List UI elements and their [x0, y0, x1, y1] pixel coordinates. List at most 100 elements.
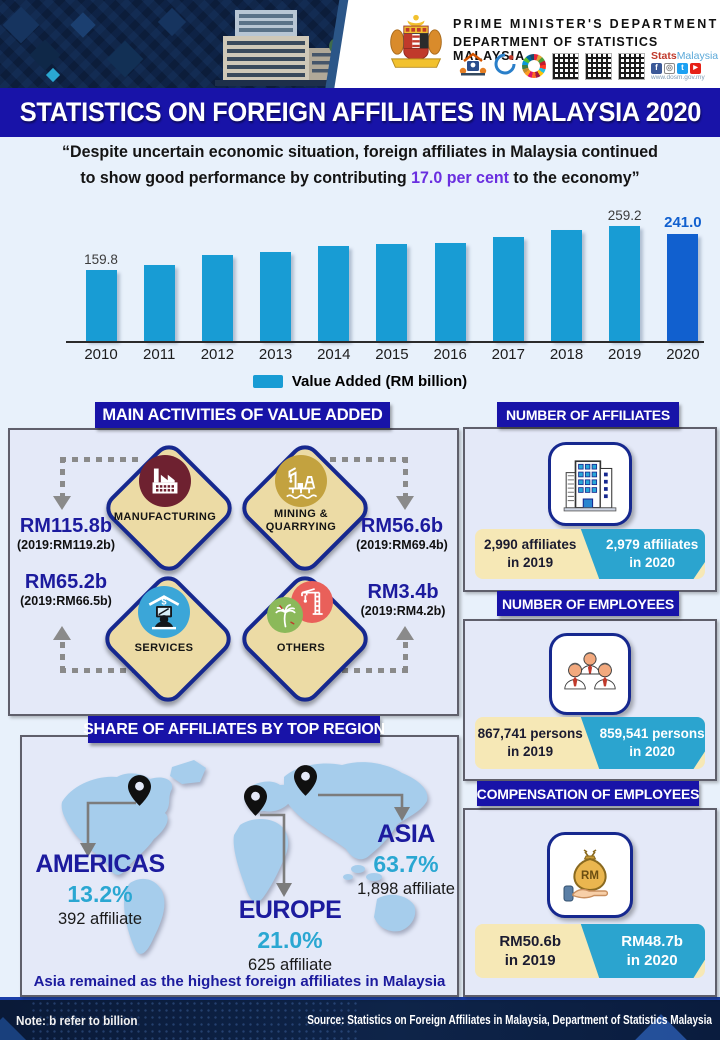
svg-text:RM: RM	[581, 870, 599, 882]
manufacturing-value: RM115.8b (2019:RM119.2b)	[10, 514, 122, 553]
affiliates-card: 2,990 affiliates in 2019 2,979 affiliates…	[463, 427, 717, 592]
money-bag-hand-icon: RM	[547, 832, 633, 918]
europe-pin-icon	[244, 785, 267, 816]
compensation-ribbon: RM50.6b in 2019 RM48.7b in 2020	[475, 924, 705, 978]
x-axis-line	[66, 341, 704, 343]
dept-line1: PRIME MINISTER'S DEPARTMENT	[453, 17, 719, 31]
x-tick-label: 2011	[143, 346, 176, 363]
regions-banner: SHARE OF AFFILIATES BY TOP REGION	[83, 716, 385, 743]
dotted-line	[403, 457, 408, 497]
oil-rig-icon	[275, 455, 327, 507]
affiliates-ribbon: 2,990 affiliates in 2019 2,979 affiliates…	[475, 529, 705, 579]
legend-swatch	[252, 375, 283, 388]
department-title: PRIME MINISTER'S DEPARTMENT DEPARTMENT O…	[453, 17, 720, 63]
office-building-icon	[548, 442, 632, 526]
bar-value-label: 259.2	[607, 208, 642, 223]
bar-group-2013: 2013	[259, 203, 293, 363]
bar	[667, 234, 699, 341]
malaysia-coat-of-arms-icon	[386, 10, 446, 74]
employees-group-icon	[549, 633, 631, 715]
europe-stats: EUROPE 21.0% 625 affiliate	[219, 895, 361, 976]
instagram-icon: ◎	[664, 62, 675, 74]
quote-line1: “Despite uncertain economic situation, f…	[62, 143, 658, 161]
bar-group-2012: 2012	[200, 203, 234, 363]
employees-2019-text: 867,741 persons in 2019	[477, 726, 583, 759]
x-tick-label: 2016	[433, 346, 467, 363]
region-arrows	[80, 793, 410, 897]
bar-plot: 159.8 2010 2011 2012 2013 2014 2015 2016 2017 201…	[84, 203, 702, 363]
qr-code-icon	[618, 52, 645, 80]
arrow-up-icon	[396, 626, 414, 640]
title-banner: STATISTICS ON FOREIGN AFFILIATES IN MALA…	[0, 88, 720, 137]
bar	[318, 246, 350, 341]
x-tick-label: 2018	[549, 346, 584, 363]
bar	[434, 243, 466, 341]
x-tick-label: 2012	[200, 346, 235, 363]
value-current: RM3.4b	[367, 581, 439, 603]
americas-stats: AMERICAS 13.2% 392 affiliate	[24, 849, 176, 930]
value-previous: (2019:RM69.4b)	[356, 538, 448, 552]
affiliates-2020-text: 2,979 affiliates in 2020	[605, 537, 699, 570]
x-tick-label: 2010	[84, 346, 118, 363]
region-count: 1,898 affiliate	[357, 880, 455, 898]
arrow-down-icon	[53, 496, 71, 510]
activity-label: MINING & QUARRYING	[265, 508, 337, 534]
mining-value: RM56.6b (2019:RM69.4b)	[346, 514, 458, 553]
bar-group-2014: 2014	[317, 203, 351, 363]
others-value: RM3.4b (2019:RM4.2b)	[346, 580, 460, 619]
footer: Note: b refer to billion Source: Statist…	[0, 997, 720, 1040]
twitter-icon: t	[677, 62, 688, 74]
manufacturing-diamond: MANUFACTURING	[99, 438, 239, 578]
region-share: 13.2%	[67, 881, 133, 908]
census-logo-icon	[458, 51, 488, 82]
facebook-icon: f	[651, 62, 662, 74]
activity-label: MANUFACTURING	[113, 511, 217, 523]
affiliates-banner: NUMBER OF AFFILIATES	[497, 402, 679, 427]
region-share: 63.7%	[373, 851, 439, 878]
ribbon-2020	[580, 529, 705, 579]
svg-text:$: $	[161, 597, 167, 607]
main-activities-banner: MAIN ACTIVITIES OF VALUE ADDED	[95, 402, 390, 428]
compensation-2019-text: RM50.6b in 2019	[499, 932, 562, 970]
services-person-computer-icon: $	[138, 586, 190, 638]
employees-ribbon: 867,741 persons in 2019 859,541 persons in…	[475, 717, 705, 769]
activity-label: SERVICES	[134, 642, 194, 654]
ribbon-2020	[580, 924, 705, 978]
bar-value-label: 159.8	[84, 252, 118, 267]
main-activities-panel: MANUFACTURING MINING & QUARRYING	[8, 428, 459, 716]
bar	[201, 255, 233, 341]
headline-quote: “Despite uncertain economic situation, f…	[0, 140, 720, 191]
others-diamond: OTHERS	[235, 569, 375, 709]
x-tick-label: 2020	[666, 346, 700, 363]
dotted-line	[330, 668, 408, 673]
dotted-line	[60, 668, 138, 673]
quote-line2: to show good performance by contributing…	[80, 168, 640, 187]
value-previous: (2019:RM119.2b)	[17, 538, 115, 552]
header-logo-row: StatsMalaysia f ◎ t ▶ www.dosm.gov.my	[458, 50, 718, 82]
value-current: RM65.2b	[24, 571, 108, 593]
asia-stats: ASIA 63.7% 1,898 affiliate	[336, 819, 476, 900]
dotted-line	[330, 457, 408, 462]
activity-label: OTHERS	[276, 642, 326, 654]
x-tick-label: 2015	[375, 346, 409, 363]
header: PRIME MINISTER'S DEPARTMENT DEPARTMENT O…	[0, 0, 720, 88]
qr-code-icon	[585, 52, 612, 80]
employees-card: 867,741 persons in 2019 859,541 persons in…	[463, 619, 717, 781]
bar-group-2015: 2015	[375, 203, 409, 363]
region-count: 625 affiliate	[247, 956, 333, 974]
bar	[376, 244, 408, 341]
x-tick-label: 2013	[258, 346, 293, 363]
region-name: EUROPE	[238, 896, 342, 924]
arrow-up-icon	[53, 626, 71, 640]
value-added-bar-chart: 159.8 2010 2011 2012 2013 2014 2015 2016 2017 201…	[0, 203, 720, 398]
dotted-line	[60, 457, 65, 497]
x-tick-label: 2017	[491, 346, 525, 363]
dotted-line	[60, 642, 65, 672]
bar	[609, 226, 641, 341]
compensation-banner: COMPENSATION OF EMPLOYEES	[477, 781, 700, 806]
social-icons-row: f ◎ t ▶	[651, 62, 701, 74]
dept-line2: DEPARTMENT OF STATISTICS MALAYSIA	[453, 35, 659, 63]
employees-2020-text: 859,541 persons in 2020	[599, 726, 705, 759]
statsmalaysia-wordmark: StatsMalaysia	[651, 50, 719, 62]
